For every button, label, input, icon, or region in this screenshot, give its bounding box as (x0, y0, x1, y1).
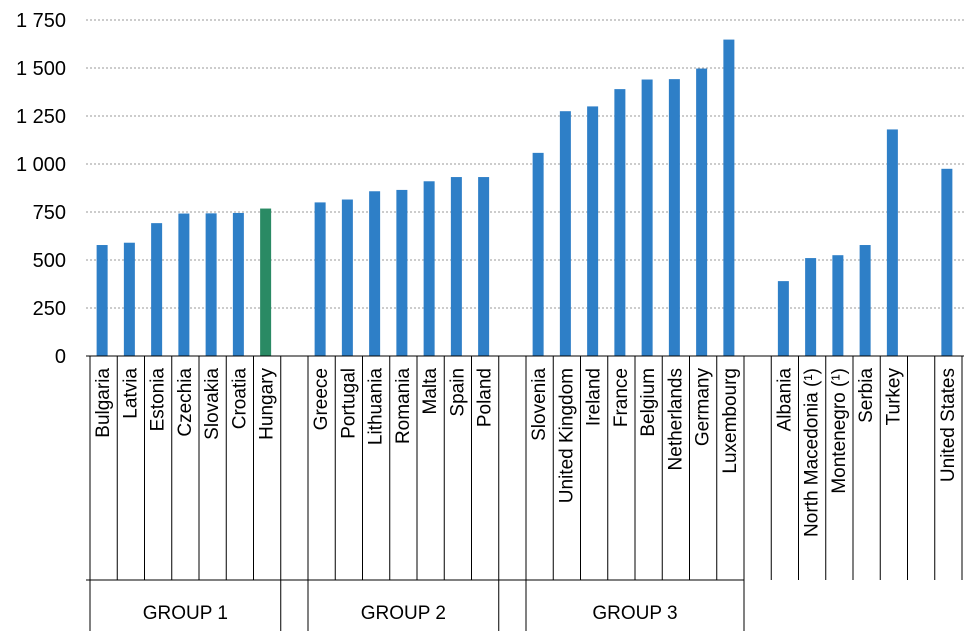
x-axis (86, 355, 964, 631)
category-label-portugal: Portugal (338, 368, 359, 439)
category-label-greece: Greece (311, 368, 332, 430)
bar-belgium (641, 79, 653, 357)
y-tick-label: 1 750 (16, 10, 66, 32)
category-label-hungary: Hungary (257, 368, 278, 440)
group-label-group-2: GROUP 2 (361, 603, 446, 624)
category-label-belgium: Belgium (638, 368, 659, 437)
gridlines (86, 19, 964, 309)
bar-greece (314, 202, 326, 356)
category-label-croatia: Croatia (229, 368, 250, 430)
bar-france (614, 89, 626, 357)
bar-albania (777, 281, 789, 356)
bar-malta (423, 181, 435, 356)
bar-slovakia (205, 213, 217, 356)
y-tick-label: 1 000 (16, 154, 66, 176)
group-label-group-3: GROUP 3 (592, 603, 677, 624)
category-label-latvia: Latvia (120, 368, 141, 419)
bar-bulgaria (96, 245, 108, 356)
bar-portugal (341, 199, 353, 356)
bar-slovenia (532, 152, 544, 356)
category-label-romania: Romania (393, 368, 414, 444)
bar-romania (396, 189, 408, 356)
bar-ireland (587, 106, 599, 357)
y-axis: 0 250 500 750 1 000 1 250 1 500 1 750 (16, 10, 66, 368)
bars (96, 39, 953, 357)
category-label-france: France (611, 368, 632, 427)
category-label-albania: Albania (774, 368, 795, 432)
category-label-czechia: Czechia (175, 368, 196, 437)
bar-turkey (886, 129, 898, 356)
bar-czechia (178, 213, 190, 356)
bar-netherlands (668, 79, 680, 357)
y-tick-label: 500 (33, 250, 66, 272)
category-label-luxembourg: Luxembourg (720, 368, 741, 474)
bar-luxembourg (723, 39, 735, 357)
y-tick-label: 750 (33, 202, 66, 224)
group-label-group-1: GROUP 1 (143, 603, 228, 624)
bar-united-states (941, 168, 953, 356)
bar-north-macedonia (805, 258, 817, 356)
category-label-serbia: Serbia (856, 368, 877, 423)
y-tick-label: 250 (33, 298, 66, 320)
bar-spain (450, 177, 462, 356)
bar-hungary (260, 208, 272, 356)
y-tick-label: 0 (55, 346, 66, 368)
category-label-lithuania: Lithuania (366, 368, 387, 446)
category-label-united-states: United States (938, 368, 959, 482)
category-label-estonia: Estonia (148, 368, 169, 432)
y-tick-label: 1 500 (16, 58, 66, 80)
bar-montenegro (832, 255, 844, 356)
category-label-germany: Germany (693, 368, 714, 447)
bar-estonia (151, 223, 163, 356)
category-label-montenegro: Montenegro (¹) (829, 368, 850, 494)
bar-poland (478, 177, 490, 356)
group-labels: GROUP 1 GROUP 2 GROUP 3 (143, 603, 678, 624)
bar-latvia (123, 242, 135, 356)
category-label-spain: Spain (447, 368, 468, 417)
category-label-malta: Malta (420, 368, 441, 415)
category-labels: Bulgaria Latvia Estonia Czechia Slovakia Croa… (93, 368, 959, 537)
category-label-turkey: Turkey (883, 368, 904, 426)
bar-lithuania (369, 191, 381, 356)
bar-serbia (859, 245, 871, 356)
category-label-slovakia: Slovakia (202, 368, 223, 440)
category-label-poland: Poland (475, 368, 496, 427)
bar-united-kingdom (559, 111, 571, 356)
y-tick-label: 1 250 (16, 106, 66, 128)
category-label-ireland: Ireland (584, 368, 605, 426)
category-label-bulgaria: Bulgaria (93, 368, 114, 438)
category-label-united-kingdom: United Kingdom (556, 368, 577, 503)
category-label-north-macedonia: North Macedonia (¹) (802, 368, 823, 537)
category-label-slovenia: Slovenia (529, 368, 550, 441)
category-label-netherlands: Netherlands (665, 368, 686, 470)
bar-croatia (232, 212, 244, 356)
bar-germany (696, 68, 708, 357)
